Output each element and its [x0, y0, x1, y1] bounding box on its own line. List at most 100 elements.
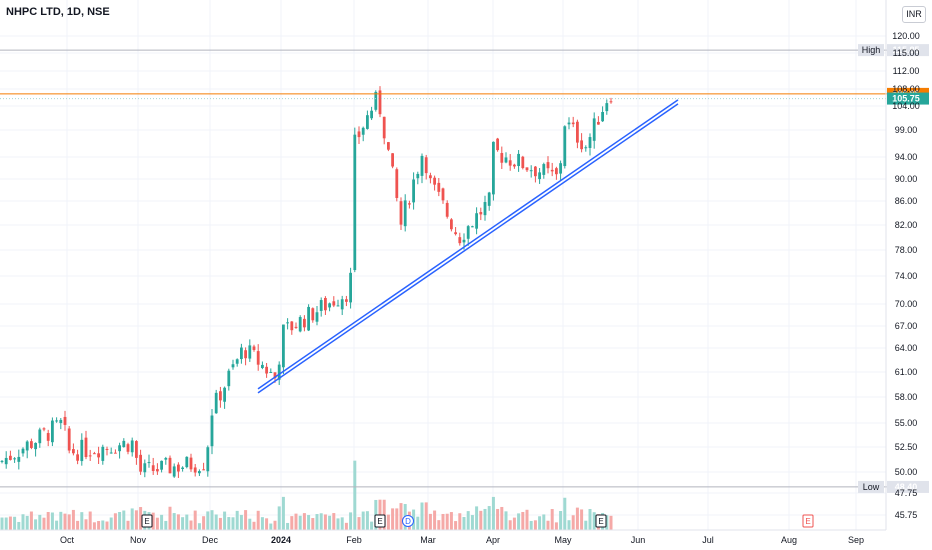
candle-body: [429, 175, 432, 179]
volume-bar: [508, 520, 512, 530]
volume-bar: [538, 516, 542, 530]
candle-body: [55, 420, 58, 422]
volume-bar: [525, 509, 529, 530]
time-tick-label: May: [554, 535, 572, 545]
volume-bar: [172, 513, 176, 530]
volume-bar: [521, 511, 525, 530]
candle-body: [80, 439, 84, 462]
candle-body: [336, 305, 340, 307]
candle-body: [584, 147, 588, 149]
candle-body: [235, 359, 239, 364]
candle-body: [88, 455, 92, 457]
dividend-marker: [402, 515, 414, 527]
candle-body: [231, 364, 235, 368]
volume-bar: [25, 515, 29, 530]
volume-bar: [575, 507, 579, 530]
candle-body: [324, 297, 327, 311]
volume-bar: [0, 517, 4, 530]
candle-body: [17, 456, 21, 462]
candle-body: [340, 299, 344, 310]
candle-body: [445, 202, 449, 217]
volume-bar: [168, 506, 172, 530]
time-tick-label: Feb: [346, 535, 362, 545]
volume-bar: [34, 519, 38, 530]
candle-body: [345, 299, 348, 302]
candle-body: [550, 169, 554, 172]
price-tick-label: 52.50: [895, 442, 918, 452]
event-marker-label: E: [377, 517, 382, 526]
currency-button[interactable]: INR: [902, 6, 926, 23]
time-axis[interactable]: Oct Nov Dec 2024 Feb Mar Apr May Jun Jul Aug Sep: [0, 529, 886, 545]
candle-body: [147, 462, 151, 464]
volume-bar: [592, 512, 596, 530]
volume-bar: [29, 511, 33, 530]
candle-body: [34, 442, 37, 450]
candle-body: [248, 345, 252, 359]
candle-body: [387, 142, 390, 150]
candle-body: [433, 177, 436, 185]
candle-body: [227, 370, 231, 387]
volume-bar: [458, 513, 462, 530]
volume-bar: [139, 507, 143, 530]
low-label: Low: [863, 482, 880, 492]
candle-body: [21, 448, 25, 454]
volume-bar: [130, 508, 134, 530]
candle-body: [538, 172, 541, 180]
candle-body: [508, 160, 512, 166]
volume-bar: [487, 506, 491, 530]
volume-bar: [344, 522, 348, 530]
candle-body: [496, 138, 499, 151]
volume-bar: [395, 508, 399, 530]
volume-bar: [470, 515, 474, 530]
candle-body: [51, 420, 54, 443]
time-tick-label: Sep: [848, 535, 864, 545]
volume-bar: [370, 521, 374, 530]
volume-bar: [554, 522, 558, 530]
trendline-channel[interactable]: [257, 99, 679, 394]
volume-bar: [563, 497, 567, 530]
volume-bar: [340, 517, 344, 530]
volume-bar: [88, 511, 92, 530]
volume-bar: [567, 520, 571, 530]
volume-bar: [235, 510, 239, 530]
volume-bar: [21, 514, 25, 530]
candle-body: [261, 364, 264, 369]
volume-bar: [500, 506, 504, 530]
candle-body: [559, 163, 562, 174]
volume-bar: [92, 522, 96, 530]
volume-bar: [252, 521, 256, 530]
price-axis[interactable]: 120.00 115.00 112.00 108.00 104.00 99.00 94.00…: [885, 0, 920, 530]
candle-body: [424, 157, 428, 174]
candle-body: [563, 126, 567, 167]
candle-body: [202, 469, 205, 471]
volume-bars: [0, 460, 613, 530]
volume-bar: [365, 511, 369, 530]
candle-body: [210, 415, 214, 447]
candle-body: [357, 131, 361, 138]
prev-close-value: 105.75: [892, 94, 920, 104]
candle-body: [374, 91, 378, 110]
volume-bar: [336, 518, 340, 530]
candle-body: [475, 213, 478, 229]
candle-body: [273, 372, 277, 379]
candle-body: [483, 202, 487, 216]
candle-body: [366, 115, 369, 129]
volume-bar: [609, 515, 613, 530]
candle-body: [156, 469, 159, 472]
time-tick-label: Dec: [202, 535, 219, 545]
time-tick-label: Apr: [486, 535, 500, 545]
candle-body: [0, 460, 4, 462]
volume-bar: [185, 514, 189, 530]
volume-bar: [80, 512, 84, 530]
volume-bar: [176, 514, 180, 530]
volume-bar: [433, 510, 437, 530]
candle-body: [97, 453, 100, 458]
candle-body: [105, 448, 109, 450]
volume-bar: [454, 521, 458, 530]
volume-bar: [357, 517, 361, 530]
prev-close-tag: [887, 92, 929, 105]
volume-bar: [71, 509, 75, 530]
